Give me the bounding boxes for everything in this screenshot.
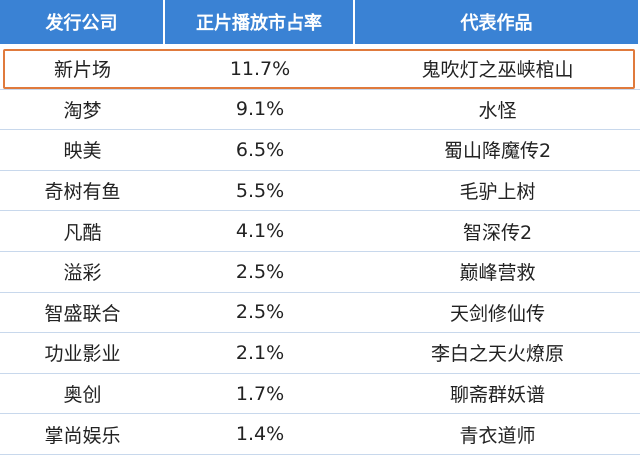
table-cell: 聊斋群妖谱 (355, 374, 640, 415)
table-cell: 智盛联合 (0, 293, 165, 334)
table-cell: 掌尚娱乐 (0, 414, 165, 455)
table-cell: 1.4% (165, 414, 355, 455)
table-cell: 映美 (0, 130, 165, 171)
table-cell: 李白之天火燎原 (355, 333, 640, 374)
table-cell: 新片场 (0, 49, 165, 90)
table-cell: 凡酷 (0, 211, 165, 252)
table-cell: 4.1% (165, 211, 355, 252)
header-cell: 正片播放市占率 (165, 0, 355, 44)
table-cell: 水怪 (355, 90, 640, 131)
table-cell: 巅峰营救 (355, 252, 640, 293)
table-cell: 2.5% (165, 293, 355, 334)
table-cell: 11.7% (165, 49, 355, 90)
table-cell: 6.5% (165, 130, 355, 171)
header-cell: 发行公司 (0, 0, 165, 44)
table-cell: 毛驴上树 (355, 171, 640, 212)
table-cell: 9.1% (165, 90, 355, 131)
header-cell: 代表作品 (355, 0, 640, 44)
table-cell: 智深传2 (355, 211, 640, 252)
table-cell: 天剑修仙传 (355, 293, 640, 334)
table-cell: 蜀山降魔传2 (355, 130, 640, 171)
table-cell: 5.5% (165, 171, 355, 212)
table-cell: 2.1% (165, 333, 355, 374)
table-cell: 功业影业 (0, 333, 165, 374)
table-cell: 1.7% (165, 374, 355, 415)
highlight-box (3, 49, 635, 89)
table-cell: 青衣道师 (355, 414, 640, 455)
table-cell: 2.5% (165, 252, 355, 293)
table-cell: 奇树有鱼 (0, 171, 165, 212)
table-cell: 淘梦 (0, 90, 165, 131)
table-cell: 鬼吹灯之巫峡棺山 (355, 49, 640, 90)
table-cell: 溢彩 (0, 252, 165, 293)
table-cell: 奥创 (0, 374, 165, 415)
